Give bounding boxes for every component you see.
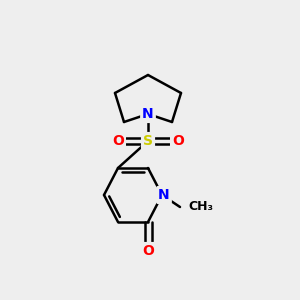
Text: S: S — [143, 134, 153, 148]
Text: O: O — [172, 134, 184, 148]
Text: N: N — [142, 107, 154, 121]
Text: CH₃: CH₃ — [188, 200, 213, 214]
Text: O: O — [142, 244, 154, 258]
Text: N: N — [158, 188, 170, 202]
Text: O: O — [112, 134, 124, 148]
